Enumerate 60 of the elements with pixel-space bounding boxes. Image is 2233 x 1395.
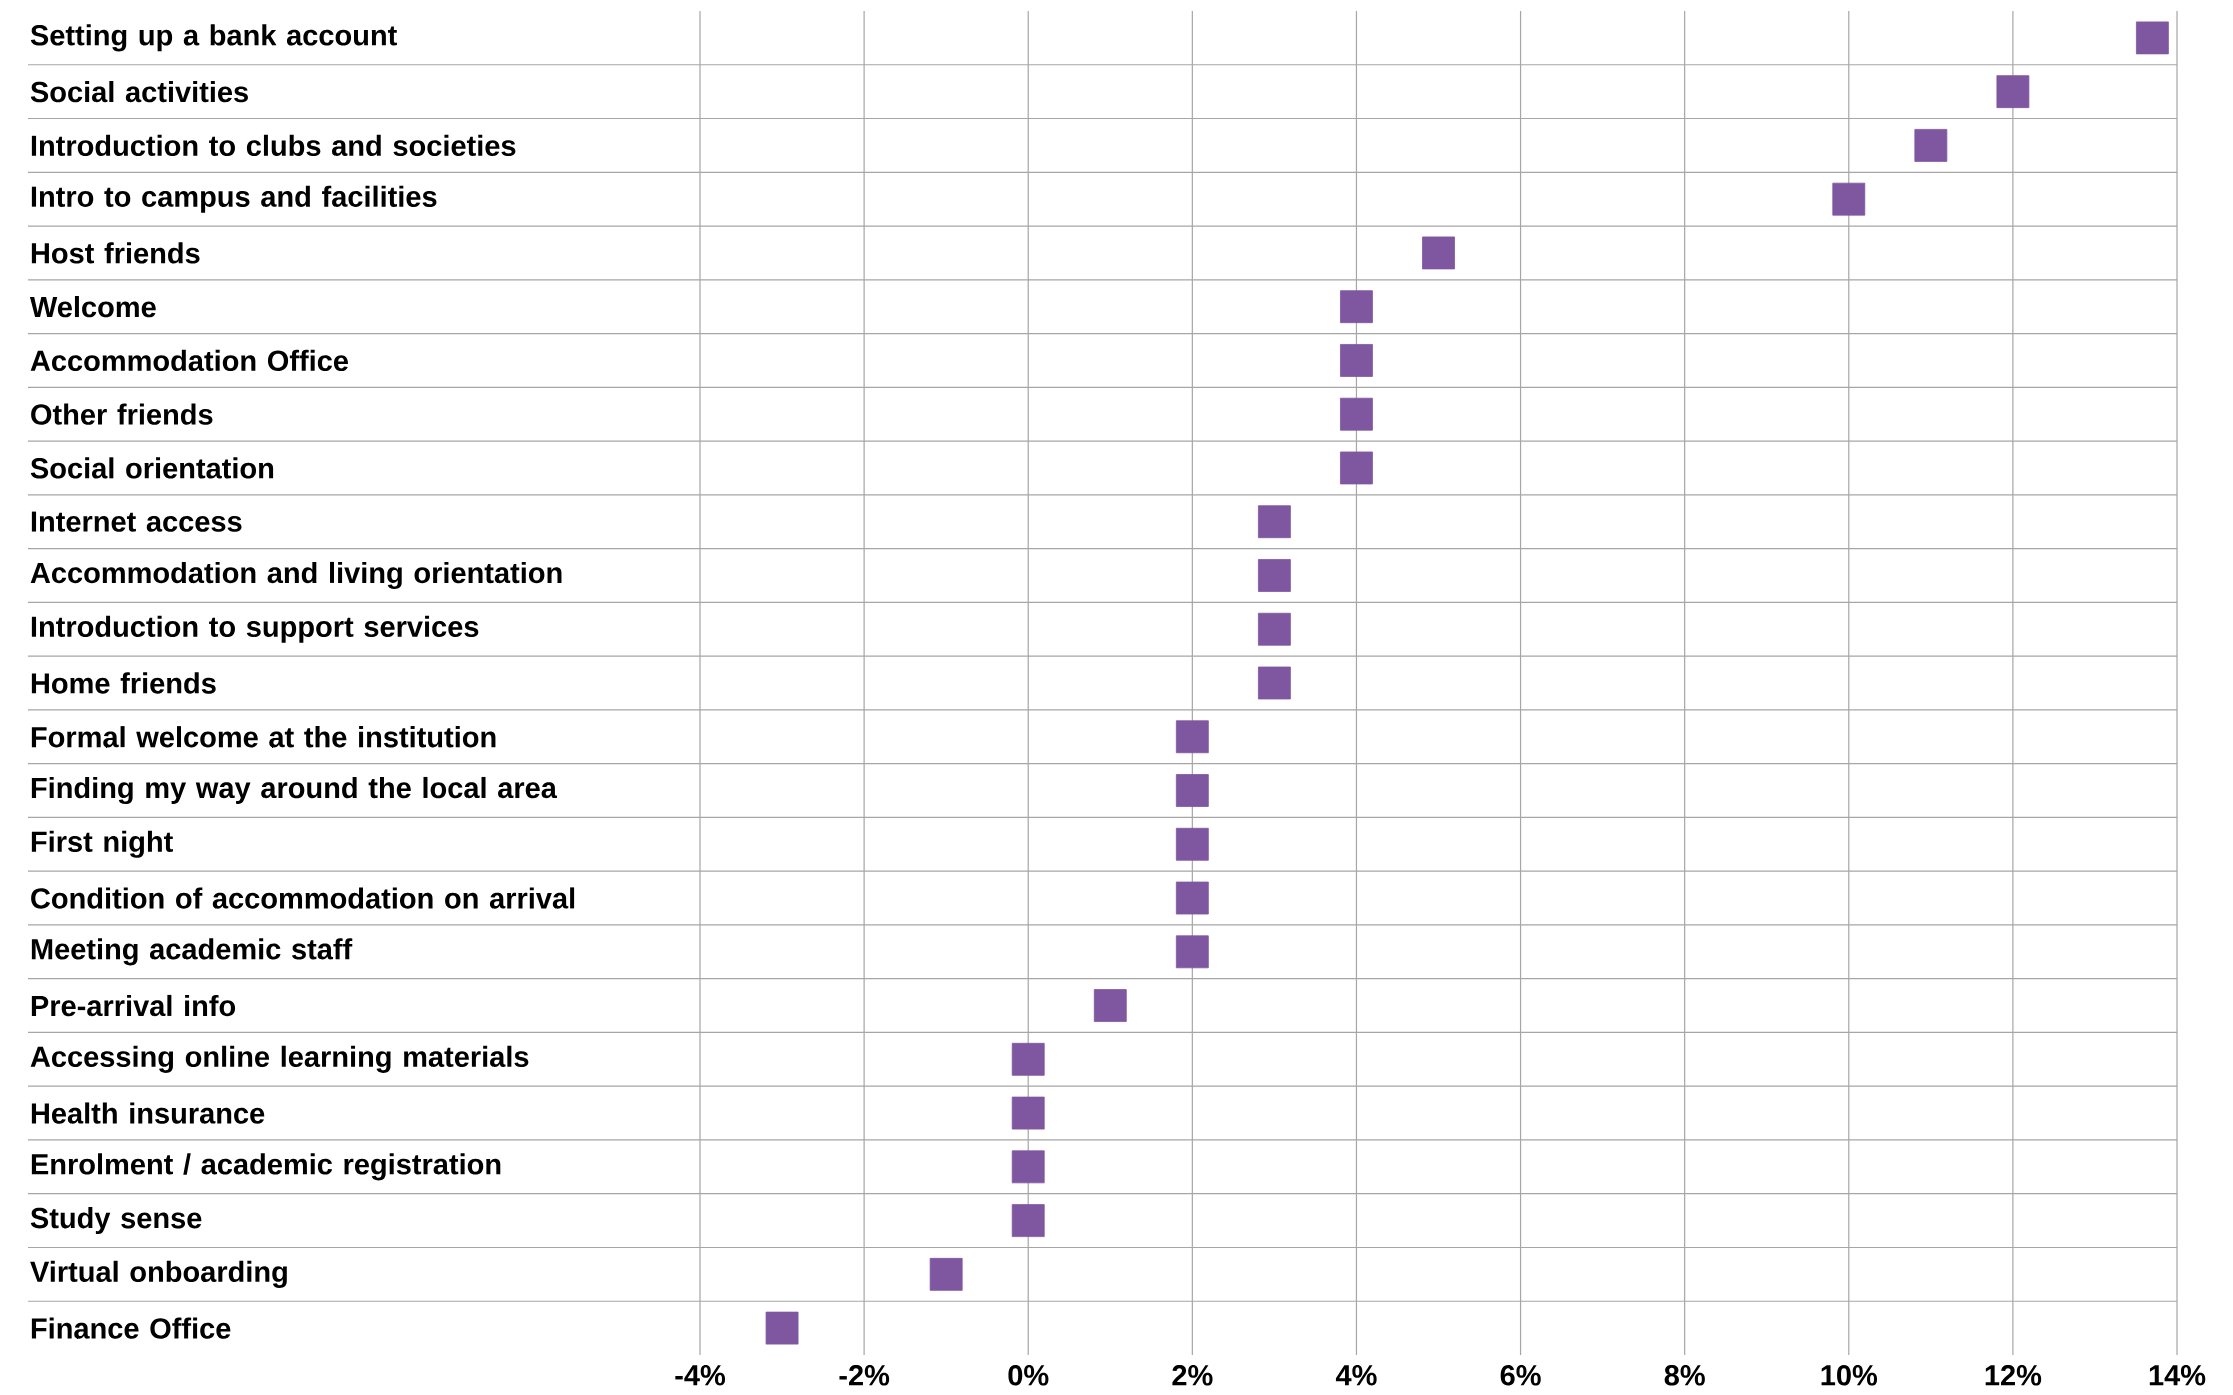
x-tick-label: 6% bbox=[1500, 1365, 1541, 1386]
y-tick-label: Study sense bbox=[30, 1207, 202, 1235]
y-tick-label: Pre-arrival info bbox=[31, 994, 236, 1017]
y-tick-label: Condition of accommodation on arrival bbox=[31, 887, 575, 909]
x-tick-label: -2% bbox=[839, 1365, 890, 1386]
point bbox=[1175, 827, 1209, 861]
point bbox=[1340, 397, 1373, 431]
x-tick-label: 2% bbox=[1172, 1365, 1213, 1386]
y-tick-label: Virtual onboarding bbox=[30, 1260, 287, 1288]
point bbox=[1011, 1150, 1045, 1184]
y-tick-label: Setting up a bank account bbox=[30, 24, 397, 52]
y-tick-label: Social activities bbox=[30, 80, 248, 103]
point bbox=[1340, 290, 1373, 324]
y-tick-label: Enrolment / academic registration bbox=[31, 1153, 501, 1181]
y-tick-label: Accessing online learning materials bbox=[30, 1045, 529, 1073]
point bbox=[1011, 1042, 1045, 1076]
x-tick-label: 0% bbox=[1008, 1365, 1049, 1386]
point bbox=[1422, 236, 1455, 270]
x-tick-label: 8% bbox=[1664, 1365, 1705, 1386]
x-tick-label: 14% bbox=[2149, 1365, 2206, 1386]
y-tick-label: Introduction to clubs and societies bbox=[31, 134, 516, 157]
point bbox=[1257, 505, 1291, 539]
x-tick-label: 10% bbox=[1821, 1365, 1878, 1386]
point bbox=[1011, 1204, 1045, 1237]
point bbox=[1257, 612, 1291, 646]
y-tick-label: Accommodation Office bbox=[30, 349, 348, 372]
point bbox=[1175, 935, 1209, 969]
x-tick-label: -4% bbox=[675, 1365, 726, 1386]
y-tick-label: Formal welcome at the institution bbox=[31, 726, 496, 748]
point bbox=[929, 1257, 963, 1291]
y-tick-label: Finding my way around the local area bbox=[31, 776, 558, 805]
y-tick-label: Introduction to support services bbox=[31, 615, 479, 643]
point bbox=[1257, 559, 1291, 592]
y-tick-label: Internet access bbox=[31, 511, 242, 532]
point bbox=[1175, 720, 1209, 754]
point bbox=[1093, 989, 1127, 1022]
point bbox=[1175, 881, 1209, 915]
y-tick-label: Host friends bbox=[31, 242, 200, 264]
x-tick-label: 4% bbox=[1335, 1365, 1377, 1386]
y-tick-label: First night bbox=[31, 830, 173, 858]
point bbox=[1257, 666, 1291, 700]
point bbox=[1011, 1096, 1045, 1130]
y-tick-label: Welcome bbox=[29, 296, 156, 318]
y-tick-label: Home friends bbox=[31, 672, 216, 694]
y-tick-label: Social orientation bbox=[30, 457, 274, 479]
y-tick-label: Other friends bbox=[31, 403, 213, 425]
point bbox=[1340, 451, 1373, 485]
point bbox=[2136, 21, 2169, 55]
y-tick-label: Health insurance bbox=[31, 1102, 265, 1124]
point bbox=[1832, 182, 1866, 216]
x-tick-label: 12% bbox=[1985, 1365, 2042, 1386]
point bbox=[1340, 344, 1373, 377]
y-tick-label: Finance Office bbox=[31, 1317, 231, 1339]
point bbox=[1175, 774, 1209, 807]
point bbox=[1914, 129, 1948, 162]
y-tick-label: Intro to campus and facilities bbox=[31, 185, 437, 213]
y-tick-label: Meeting academic staff bbox=[31, 938, 353, 966]
y-tick-label: Accommodation and living orientation bbox=[30, 561, 562, 590]
point bbox=[765, 1311, 799, 1345]
point bbox=[1996, 75, 2030, 109]
